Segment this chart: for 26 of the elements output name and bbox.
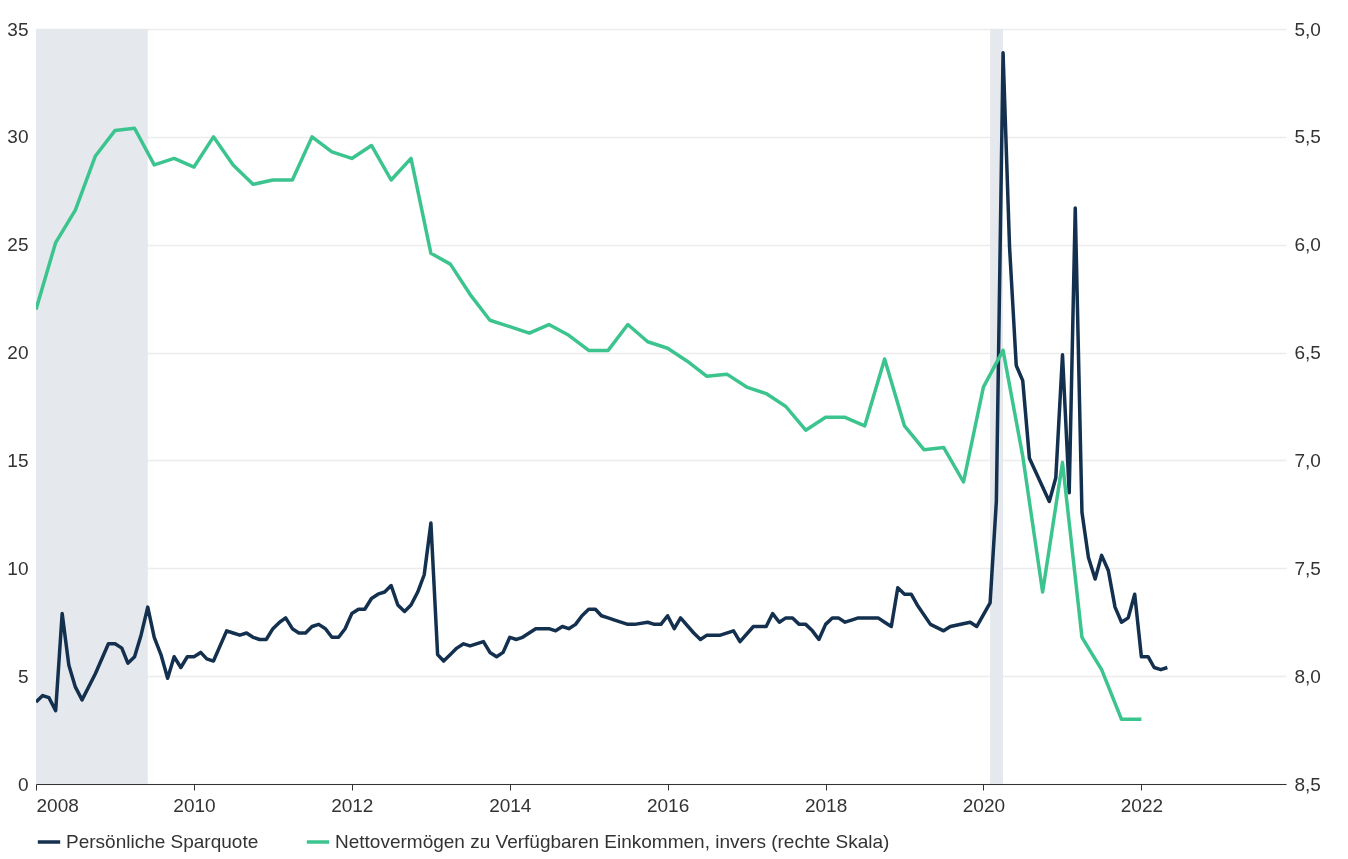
y-tick-label: 10	[7, 557, 29, 579]
x-tick-label: 2010	[173, 794, 216, 816]
x-tick-label: 2016	[646, 794, 690, 816]
x-tick-label: 2014	[489, 794, 532, 816]
y-tick-label: 15	[7, 449, 29, 471]
y2-tick-label: 5,5	[1294, 126, 1321, 148]
y-tick-label: 25	[7, 234, 29, 256]
legend-label: Persönliche Sparquote	[66, 831, 259, 852]
x-tick-label: 2012	[331, 794, 374, 816]
legend-label: Nettovermögen zu Verfügbaren Einkommen, invers (rechte Skala)	[335, 831, 890, 852]
y2-tick-label: 8,0	[1294, 665, 1321, 687]
y-tick-label: 5	[17, 665, 29, 687]
x-tick-label: 2008	[36, 794, 79, 816]
y2-tick-label: 7,0	[1294, 449, 1321, 471]
y-tick-label: 20	[7, 342, 29, 364]
y-tick-label: 30	[7, 126, 29, 148]
y2-tick-label: 6,0	[1294, 234, 1321, 256]
y-tick-label: 35	[7, 18, 29, 40]
y2-tick-label: 6,5	[1294, 342, 1321, 364]
x-tick-label: 2022	[1120, 794, 1164, 816]
y2-tick-label: 5,0	[1294, 18, 1321, 40]
y2-tick-label: 8,5	[1294, 773, 1321, 795]
y-tick-label: 0	[17, 773, 29, 795]
x-tick-label: 2018	[804, 794, 848, 816]
x-tick-label: 2020	[962, 794, 1006, 816]
y2-tick-label: 7,5	[1294, 557, 1321, 579]
